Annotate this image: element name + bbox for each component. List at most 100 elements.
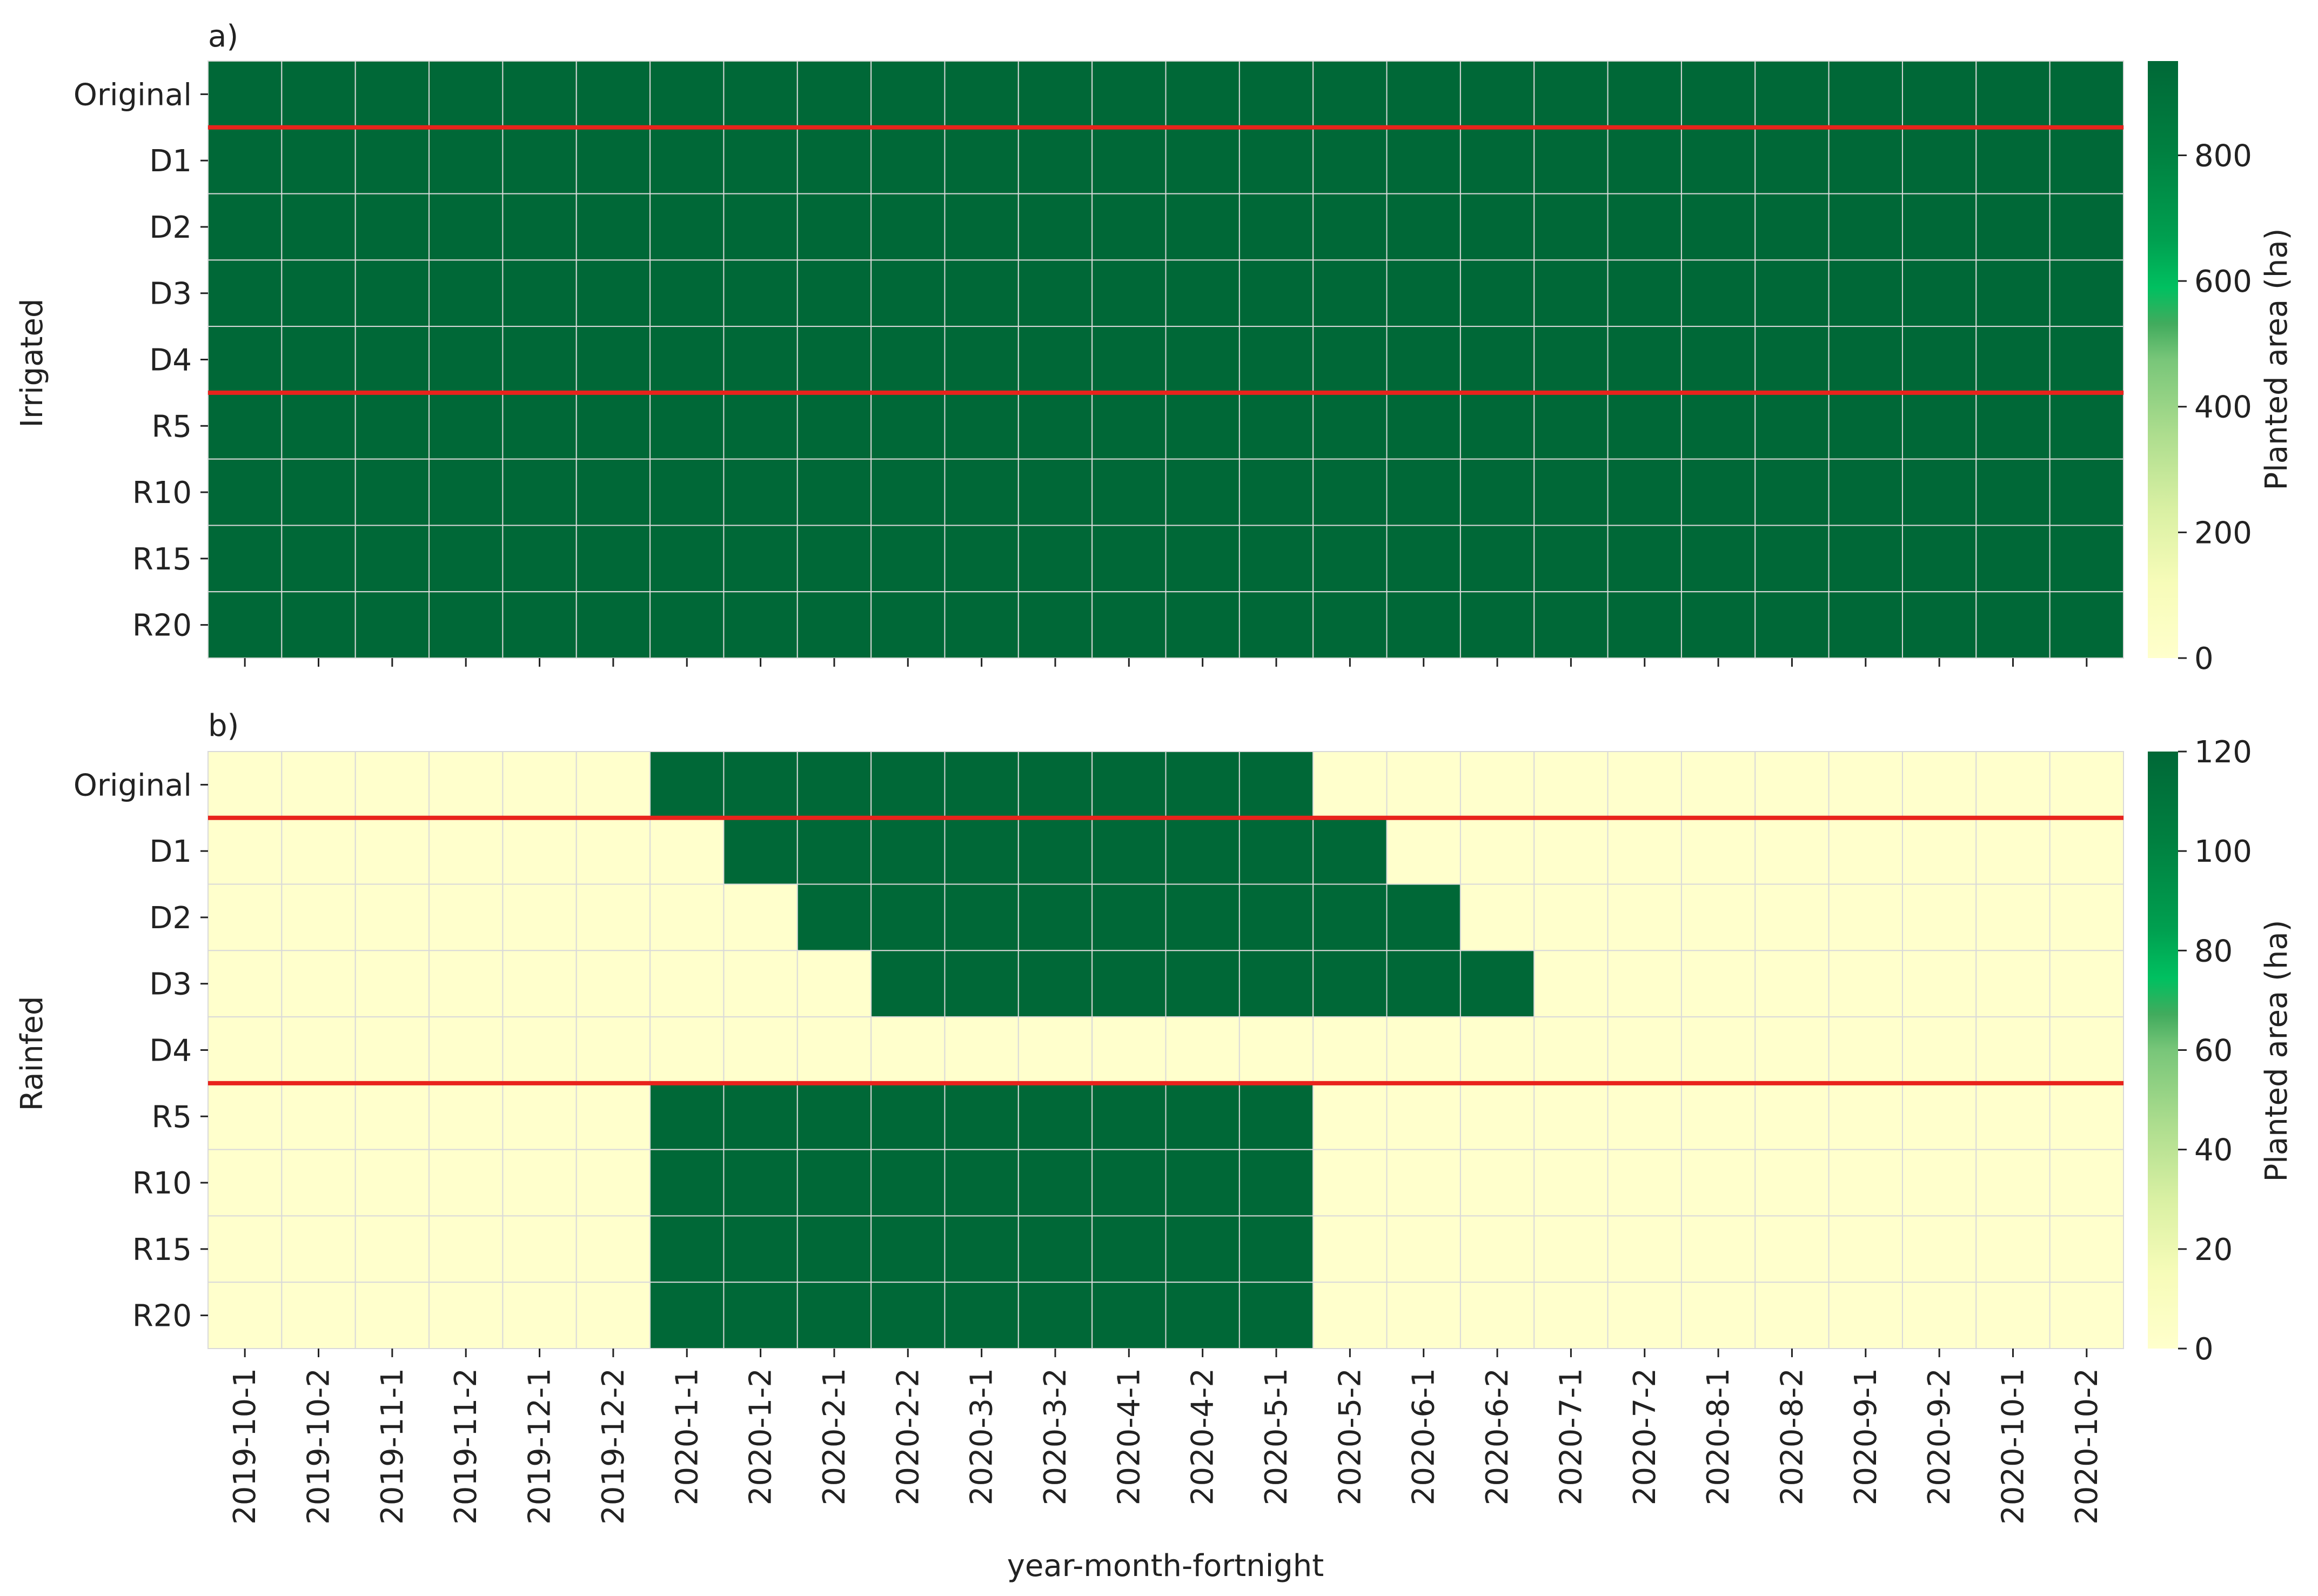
panel-a-colorbar-ticks: 0 200 400 600 800 bbox=[2178, 138, 2252, 676]
heatmap-cell bbox=[870, 1149, 946, 1217]
heatmap-cell bbox=[1091, 326, 1167, 393]
heatmap-cell bbox=[796, 950, 872, 1018]
heatmap-cell bbox=[944, 326, 1019, 393]
heatmap-cell bbox=[1017, 61, 1093, 128]
heatmap-cell bbox=[1680, 591, 1756, 659]
heatmap-cell bbox=[1828, 883, 1903, 951]
heatmap-cell bbox=[428, 883, 504, 951]
heatmap-cell bbox=[1238, 126, 1314, 195]
heatmap-cell bbox=[1901, 950, 1977, 1018]
heatmap-cell bbox=[870, 1016, 946, 1084]
heatmap-cell bbox=[1386, 458, 1461, 526]
column-label: 2019-11-1 bbox=[375, 1368, 410, 1525]
heatmap-cell bbox=[723, 126, 798, 195]
heatmap-cell bbox=[944, 817, 1019, 885]
heatmap-cell bbox=[281, 193, 356, 261]
heatmap-cell bbox=[1754, 1082, 1830, 1150]
heatmap-cell bbox=[281, 1215, 356, 1283]
heatmap-cell bbox=[1165, 1282, 1240, 1349]
heatmap-cell bbox=[1238, 591, 1314, 659]
heatmap-cell bbox=[1754, 326, 1830, 393]
heatmap-cell bbox=[2049, 817, 2124, 885]
heatmap-cell bbox=[575, 326, 651, 393]
heatmap-cell bbox=[1091, 126, 1167, 195]
heatmap-cell bbox=[1754, 458, 1830, 526]
heatmap-cell bbox=[207, 950, 283, 1018]
heatmap-cell bbox=[354, 1282, 430, 1349]
heatmap-cell bbox=[1386, 193, 1461, 261]
heatmap-cell bbox=[1754, 126, 1830, 195]
heatmap-cell bbox=[1533, 61, 1609, 128]
column-label: 2020-7-1 bbox=[1553, 1368, 1589, 1505]
panel-b-ylabel: Rainfed bbox=[15, 996, 50, 1111]
heatmap-cell bbox=[1975, 1082, 2051, 1150]
heatmap-cell bbox=[649, 1149, 725, 1217]
heatmap-cell bbox=[1017, 326, 1093, 393]
heatmap-cell bbox=[1017, 1149, 1093, 1217]
heatmap-cell bbox=[354, 591, 430, 659]
heatmap-cell bbox=[870, 193, 946, 261]
heatmap-cell bbox=[1607, 950, 1682, 1018]
heatmap-cell bbox=[1238, 458, 1314, 526]
heatmap-cell bbox=[575, 392, 651, 460]
row-label: R10 bbox=[132, 475, 192, 511]
heatmap-cell bbox=[575, 1215, 651, 1283]
heatmap-cell bbox=[1312, 1082, 1388, 1150]
heatmap-cell bbox=[1975, 126, 2051, 195]
heatmap-cell bbox=[1901, 458, 1977, 526]
heatmap-cell bbox=[649, 1215, 725, 1283]
row-label: R20 bbox=[132, 1299, 192, 1334]
heatmap-cell bbox=[1607, 458, 1682, 526]
heatmap-cell bbox=[1754, 817, 1830, 885]
heatmap-cell bbox=[2049, 61, 2124, 128]
heatmap-cell bbox=[1680, 193, 1756, 261]
heatmap-cell bbox=[428, 259, 504, 327]
heatmap-cell bbox=[1459, 591, 1535, 659]
heatmap-cell bbox=[1975, 458, 2051, 526]
heatmap-cell bbox=[1754, 1215, 1830, 1283]
heatmap-cell bbox=[1165, 883, 1240, 951]
heatmap-cell bbox=[1680, 126, 1756, 195]
heatmap-cell bbox=[1238, 326, 1314, 393]
heatmap-cell bbox=[1975, 950, 2051, 1018]
heatmap-cell bbox=[1459, 1082, 1535, 1150]
heatmap-cell bbox=[1312, 1215, 1388, 1283]
heatmap-cell bbox=[575, 883, 651, 951]
heatmap-cell bbox=[1238, 1282, 1314, 1349]
heatmap-cell bbox=[1165, 259, 1240, 327]
heatmap-cell bbox=[1533, 817, 1609, 885]
column-label: 2019-12-2 bbox=[596, 1368, 631, 1525]
heatmap-cell bbox=[2049, 1215, 2124, 1283]
column-label: 2020-5-2 bbox=[1332, 1368, 1368, 1505]
heatmap-cell bbox=[944, 61, 1019, 128]
heatmap-cell bbox=[2049, 259, 2124, 327]
heatmap-cell bbox=[1828, 126, 1903, 195]
heatmap-cell bbox=[1091, 392, 1167, 460]
heatmap-cell bbox=[1091, 1016, 1167, 1084]
heatmap-cell bbox=[1091, 1282, 1167, 1349]
heatmap-cell bbox=[1533, 458, 1609, 526]
heatmap-cell bbox=[1386, 525, 1461, 593]
heatmap-cell bbox=[1533, 1282, 1609, 1349]
heatmap-cell bbox=[649, 1082, 725, 1150]
heatmap-cell bbox=[1901, 1149, 1977, 1217]
column-label: 2020-6-1 bbox=[1406, 1368, 1442, 1505]
panel-b-colorbar bbox=[2148, 752, 2178, 1349]
heatmap-cell bbox=[1091, 259, 1167, 327]
heatmap-cell bbox=[870, 1082, 946, 1150]
heatmap-cell bbox=[723, 326, 798, 393]
heatmap-cell bbox=[281, 61, 356, 128]
heatmap-cell bbox=[575, 1282, 651, 1349]
heatmap-cell bbox=[723, 1149, 798, 1217]
heatmap-cell bbox=[2049, 1149, 2124, 1217]
heatmap-cell bbox=[1533, 883, 1609, 951]
column-label: 2019-10-2 bbox=[302, 1368, 337, 1525]
heatmap-cell bbox=[1754, 525, 1830, 593]
heatmap-cell bbox=[1386, 817, 1461, 885]
heatmap-cell bbox=[1017, 126, 1093, 195]
heatmap-cell bbox=[502, 259, 577, 327]
heatmap-cell bbox=[1975, 751, 2051, 819]
heatmap-cell bbox=[1607, 259, 1682, 327]
column-label: 2020-8-1 bbox=[1701, 1368, 1736, 1505]
heatmap-cell bbox=[1975, 817, 2051, 885]
